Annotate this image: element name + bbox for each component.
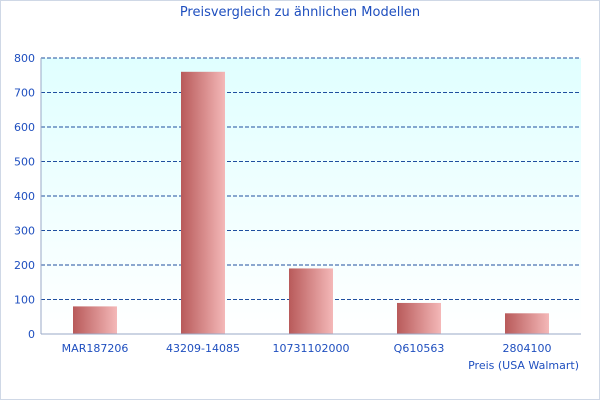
y-tick-label: 200 [14, 259, 35, 272]
x-tick-label: 10731102000 [273, 342, 350, 355]
axes: 0 100 200 300 400 500 600 700 800 MAR187206 43209-… [14, 52, 581, 355]
chart-title: Preisvergleich zu ähnlichen Modellen [179, 5, 421, 20]
y-tick-label: 700 [14, 87, 35, 100]
x-tick-label: MAR187206 [62, 342, 129, 355]
x-tick-label: Q610563 [394, 342, 445, 355]
x-tick-label: 43209-14085 [166, 342, 240, 355]
y-tick-label: 0 [28, 328, 35, 341]
y-tick-label: 600 [14, 121, 35, 134]
bar [289, 268, 333, 334]
bars [73, 71, 549, 335]
y-tick-label: 500 [14, 156, 35, 169]
y-tick-label: 100 [14, 294, 35, 307]
x-axis-label: Preis (USA Walmart) [468, 359, 579, 372]
bar [181, 71, 225, 335]
bar [505, 313, 549, 334]
y-tick-label: 800 [14, 52, 35, 65]
bar [73, 306, 117, 334]
bar [397, 302, 441, 334]
x-tick-label: 2804100 [503, 342, 552, 355]
y-tick-label: 400 [14, 190, 35, 203]
y-tick-label: 300 [14, 225, 35, 238]
